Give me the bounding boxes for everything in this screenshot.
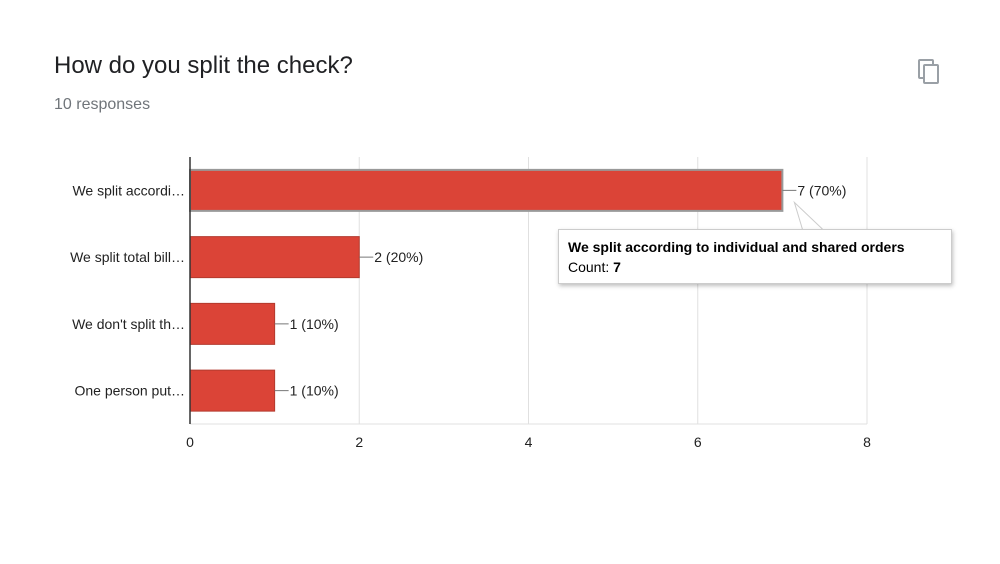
category-label-1: We split total bill…	[70, 249, 185, 265]
x-tick-label-0: 0	[186, 434, 194, 450]
copy-icon[interactable]	[914, 56, 944, 86]
data-label-0: 7 (70%)	[797, 182, 846, 198]
tooltip-count: Count: 7	[568, 257, 942, 277]
category-label-0: We split accordi…	[72, 182, 185, 198]
data-label-1: 2 (20%)	[374, 249, 423, 265]
bar-1	[189, 236, 360, 279]
x-tick-label-2: 4	[525, 434, 533, 450]
x-tick-label-1: 2	[355, 434, 363, 450]
data-label-3: 1 (10%)	[290, 383, 339, 399]
x-tick-label-3: 6	[694, 434, 702, 450]
x-tick-label-4: 8	[863, 434, 871, 450]
bar-0	[189, 168, 784, 212]
tooltip-title: We split according to individual and sha…	[568, 239, 905, 255]
tooltip-count-label: Count:	[568, 259, 614, 275]
chart-tooltip: We split according to individual and sha…	[558, 229, 952, 284]
tooltip-count-value: 7	[613, 259, 621, 275]
bar-3	[189, 369, 276, 412]
tooltip-pointer	[793, 200, 823, 230]
bar-2	[189, 302, 276, 345]
response-count: 10 responses	[54, 96, 151, 113]
data-label-2: 1 (10%)	[290, 316, 339, 332]
category-label-3: One person put…	[74, 383, 185, 399]
category-label-2: We don't split th…	[72, 316, 185, 332]
question-title: How do you split the check?	[54, 52, 353, 79]
